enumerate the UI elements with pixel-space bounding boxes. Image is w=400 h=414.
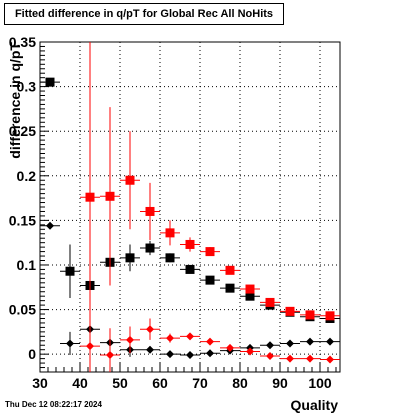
y-tick-label: 0 <box>28 346 36 362</box>
data-point-square <box>245 284 255 294</box>
x-axis-title: Quality <box>291 397 339 413</box>
data-point-diamond <box>306 337 314 346</box>
data-point-diamond <box>266 351 274 360</box>
data-marks <box>40 42 340 372</box>
data-point-diamond <box>166 334 174 343</box>
data-point-square <box>205 275 215 285</box>
data-point-square <box>125 253 135 263</box>
y-axis-title: difference in q/pT <box>7 42 23 159</box>
data-point-square <box>185 264 195 274</box>
data-point-diamond <box>186 332 194 341</box>
x-axis: 30 40 50 60 70 80 90 100 <box>32 363 337 391</box>
y-tick-label: 0.1 <box>17 257 37 273</box>
data-point-square <box>245 291 255 301</box>
series-1 <box>80 42 340 372</box>
data-point-diamond <box>286 339 294 348</box>
plot-border <box>39 41 341 373</box>
y-tick-label: 0.2 <box>17 168 37 184</box>
x-tick-label: 80 <box>232 375 248 391</box>
data-point-diamond <box>126 335 134 344</box>
y-tick-label: 0.15 <box>9 212 36 228</box>
data-point-diamond <box>166 350 174 359</box>
data-point-square <box>325 311 335 321</box>
data-point-diamond <box>106 351 114 360</box>
data-point-diamond <box>86 342 94 351</box>
data-point-square <box>125 175 135 185</box>
x-tick-label: 70 <box>192 375 208 391</box>
data-point-diamond <box>246 347 254 356</box>
data-point-square <box>285 306 295 316</box>
x-tick-label: 30 <box>32 375 48 391</box>
data-point-square <box>105 191 115 201</box>
grid-lines <box>40 41 340 372</box>
series-0 <box>40 77 340 323</box>
y-tick-label: 0.3 <box>17 79 37 95</box>
data-point-square <box>145 243 155 253</box>
data-point-diamond <box>326 355 334 364</box>
data-point-square <box>265 297 275 307</box>
data-point-square <box>185 239 195 249</box>
x-tick-label: 90 <box>272 375 288 391</box>
y-axis: 0 0.05 0.1 0.15 0.2 0.25 0.3 0.35 <box>9 34 49 373</box>
timestamp: Thu Dec 12 08:22:17 2024 <box>5 400 102 409</box>
data-point-diamond <box>146 325 154 334</box>
data-point-diamond <box>286 354 294 363</box>
data-point-diamond <box>306 354 314 363</box>
data-point-diamond <box>206 337 214 346</box>
plot-frame <box>39 41 341 373</box>
chart-title: Fitted difference in q/pT for Global Rec… <box>4 3 284 25</box>
data-point-square <box>205 247 215 257</box>
data-point-diamond <box>326 337 334 346</box>
data-point-diamond <box>206 349 214 358</box>
data-point-diamond <box>186 351 194 360</box>
y-tick-label: 0.05 <box>9 302 36 318</box>
y-tick-label: 0.35 <box>9 34 36 50</box>
x-tick-label: 50 <box>112 375 128 391</box>
data-point-square <box>305 310 315 320</box>
data-point-square <box>165 228 175 238</box>
data-point-diamond <box>266 341 274 350</box>
data-point-square <box>145 206 155 216</box>
data-point-square <box>225 265 235 275</box>
data-point-square <box>65 266 75 276</box>
data-point-square <box>45 77 55 87</box>
data-point-square <box>85 192 95 202</box>
x-tick-label: 40 <box>72 375 88 391</box>
x-tick-label: 100 <box>308 375 332 391</box>
data-point-diamond <box>66 339 74 348</box>
x-tick-label: 60 <box>152 375 168 391</box>
data-point-square <box>165 253 175 263</box>
series-3 <box>80 301 340 372</box>
data-point-diamond <box>146 345 154 354</box>
data-point-diamond <box>226 343 234 352</box>
data-point-diamond <box>46 221 54 230</box>
y-tick-label: 0.25 <box>9 123 36 139</box>
data-point-square <box>225 283 235 293</box>
